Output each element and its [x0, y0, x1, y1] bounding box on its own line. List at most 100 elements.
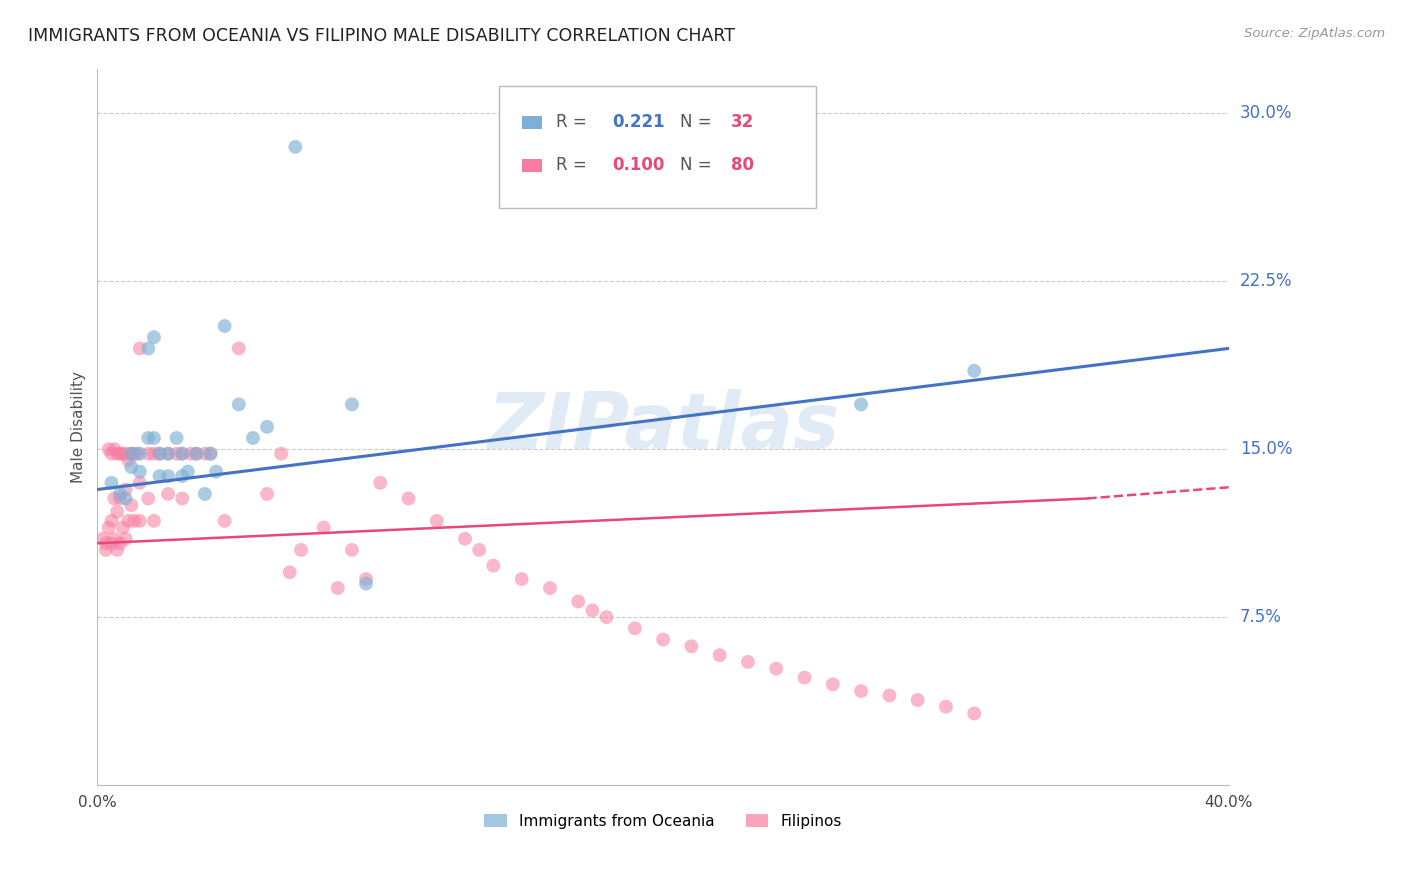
- Point: [180, 447, 202, 461]
- Point: [172, 447, 194, 461]
- Text: N =: N =: [681, 113, 717, 131]
- Point: [426, 514, 449, 528]
- FancyBboxPatch shape: [522, 116, 543, 128]
- Point: [468, 543, 491, 558]
- Point: [186, 447, 208, 461]
- Point: [97, 442, 120, 457]
- Point: [103, 442, 125, 457]
- Point: [100, 514, 122, 528]
- Point: [652, 632, 675, 647]
- Point: [157, 447, 180, 461]
- Point: [538, 581, 561, 595]
- Point: [120, 460, 142, 475]
- Text: R =: R =: [555, 156, 592, 174]
- Point: [105, 543, 128, 558]
- Point: [142, 330, 165, 344]
- Point: [194, 487, 217, 501]
- Point: [368, 475, 391, 490]
- Text: IMMIGRANTS FROM OCEANIA VS FILIPINO MALE DISABILITY CORRELATION CHART: IMMIGRANTS FROM OCEANIA VS FILIPINO MALE…: [28, 27, 735, 45]
- Point: [228, 342, 250, 356]
- Point: [142, 514, 165, 528]
- Point: [242, 431, 264, 445]
- Point: [114, 491, 136, 506]
- Point: [194, 447, 217, 461]
- Point: [166, 447, 188, 461]
- Text: 15.0%: 15.0%: [1240, 440, 1292, 458]
- Point: [120, 447, 142, 461]
- FancyBboxPatch shape: [499, 87, 815, 208]
- Point: [595, 610, 617, 624]
- Point: [935, 699, 957, 714]
- Point: [326, 581, 349, 595]
- Point: [103, 491, 125, 506]
- Text: 7.5%: 7.5%: [1240, 608, 1282, 626]
- Point: [122, 514, 145, 528]
- Point: [108, 447, 131, 461]
- Point: [136, 491, 159, 506]
- Point: [128, 465, 150, 479]
- Point: [120, 498, 142, 512]
- Point: [737, 655, 759, 669]
- Point: [111, 447, 134, 461]
- Point: [114, 483, 136, 497]
- Point: [128, 514, 150, 528]
- Point: [312, 520, 335, 534]
- Point: [166, 431, 188, 445]
- Point: [114, 447, 136, 461]
- Point: [963, 364, 986, 378]
- Point: [128, 475, 150, 490]
- Point: [793, 671, 815, 685]
- Point: [200, 447, 222, 461]
- Point: [149, 469, 172, 483]
- Legend: Immigrants from Oceania, Filipinos: Immigrants from Oceania, Filipinos: [478, 807, 848, 835]
- Point: [454, 532, 477, 546]
- Point: [482, 558, 505, 573]
- Point: [354, 572, 377, 586]
- Point: [821, 677, 844, 691]
- Point: [205, 465, 228, 479]
- Point: [142, 431, 165, 445]
- Point: [149, 447, 172, 461]
- Point: [340, 397, 363, 411]
- Text: R =: R =: [555, 113, 592, 131]
- Point: [709, 648, 731, 663]
- Point: [105, 447, 128, 461]
- Point: [100, 475, 122, 490]
- Point: [290, 543, 312, 558]
- Point: [157, 469, 180, 483]
- Point: [567, 594, 589, 608]
- Point: [157, 447, 180, 461]
- Point: [172, 447, 194, 461]
- Point: [120, 447, 142, 461]
- Text: 22.5%: 22.5%: [1240, 272, 1292, 290]
- Point: [256, 487, 278, 501]
- Point: [172, 491, 194, 506]
- Point: [214, 319, 236, 334]
- Point: [849, 684, 872, 698]
- Point: [105, 505, 128, 519]
- Point: [581, 603, 603, 617]
- Point: [149, 447, 172, 461]
- Point: [114, 532, 136, 546]
- Point: [681, 640, 703, 654]
- Point: [125, 447, 148, 461]
- Text: 80: 80: [731, 156, 754, 174]
- Text: 30.0%: 30.0%: [1240, 104, 1292, 122]
- Point: [136, 431, 159, 445]
- FancyBboxPatch shape: [522, 159, 543, 171]
- Point: [94, 536, 117, 550]
- Y-axis label: Male Disability: Male Disability: [72, 371, 86, 483]
- Point: [214, 514, 236, 528]
- Point: [117, 514, 139, 528]
- Point: [765, 662, 787, 676]
- Point: [624, 621, 647, 635]
- Point: [270, 447, 292, 461]
- Point: [108, 487, 131, 501]
- Point: [94, 543, 117, 558]
- Text: Source: ZipAtlas.com: Source: ZipAtlas.com: [1244, 27, 1385, 40]
- Point: [177, 465, 200, 479]
- Point: [398, 491, 420, 506]
- Point: [100, 447, 122, 461]
- Point: [122, 447, 145, 461]
- Point: [157, 487, 180, 501]
